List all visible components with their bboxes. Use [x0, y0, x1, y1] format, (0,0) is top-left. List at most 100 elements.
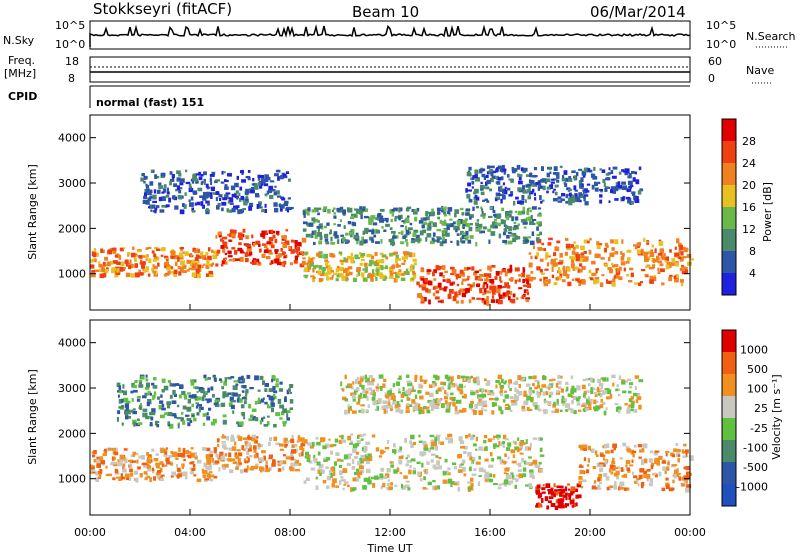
power-cell [337, 224, 341, 227]
velocity-cell [250, 436, 256, 442]
velocity-cell [516, 447, 520, 453]
velocity-cell [429, 434, 435, 438]
velocity-cell [681, 476, 686, 481]
power-cell [504, 225, 509, 229]
power-cell [273, 202, 278, 207]
power-cell [559, 253, 563, 258]
velocity-cell [386, 482, 390, 487]
power-cell [263, 245, 268, 249]
velocity-cell [341, 388, 345, 392]
velocity-cell [271, 375, 276, 380]
power-cell [559, 165, 563, 169]
velocity-cell [498, 441, 501, 446]
power-cell [392, 235, 397, 239]
velocity-cell [125, 406, 129, 411]
power-cell [228, 259, 233, 262]
power-cell [449, 218, 453, 221]
power-cell [210, 180, 213, 185]
velocity-cell [512, 474, 515, 480]
velocity-cell [213, 402, 217, 406]
power-cell [502, 164, 505, 169]
power-cell [471, 266, 475, 271]
velocity-cell [576, 402, 581, 406]
power-cell [184, 192, 187, 196]
power-cell [501, 207, 505, 211]
power-cell [514, 216, 519, 221]
velocity-cell [256, 436, 259, 439]
power-cell [620, 250, 623, 255]
velocity-cell [462, 466, 466, 472]
velocity-cell [593, 399, 597, 405]
velocity-cell [355, 379, 358, 385]
power-cell [552, 198, 558, 202]
power-cell [545, 280, 549, 282]
power-cell [537, 183, 542, 189]
velocity-cell [347, 484, 350, 488]
velocity-cell [590, 387, 593, 392]
power-cell [247, 170, 251, 173]
velocity-cell [579, 469, 585, 475]
power-cell [426, 227, 432, 231]
power-cell [608, 167, 611, 171]
velocity-cell [166, 461, 171, 465]
power-cell [679, 256, 684, 262]
velocity-cell [117, 463, 120, 467]
velocity-cell [578, 444, 583, 449]
power-cell [554, 246, 560, 252]
power-cell [551, 267, 554, 272]
velocity-cell [684, 449, 689, 454]
power-cell [622, 169, 627, 173]
power-cell [613, 275, 616, 279]
velocity-cell [605, 476, 610, 481]
velocity-cell [161, 407, 166, 411]
velocity-cell [184, 394, 188, 400]
velocity-cell [113, 457, 117, 460]
power-cell [221, 207, 224, 212]
velocity-cell [142, 412, 145, 418]
velocity-cell [468, 433, 471, 437]
velocity-cell [348, 408, 353, 411]
power-cell [226, 208, 229, 213]
power-cell [610, 186, 615, 190]
power-cell [419, 230, 424, 236]
power-cell [618, 171, 622, 175]
velocity-cell [347, 435, 351, 441]
velocity-cell [581, 479, 587, 483]
power-cell [215, 179, 220, 182]
power-cell [194, 257, 199, 262]
power-cell [491, 295, 495, 299]
power-cell [130, 252, 136, 258]
power-cell [128, 265, 132, 270]
velocity-cell [215, 453, 219, 458]
power-cell [335, 268, 339, 273]
velocity-cell [188, 394, 193, 398]
power-cell [149, 192, 152, 196]
velocity-cell [281, 466, 285, 471]
power-cell [196, 273, 201, 279]
velocity-cell [237, 395, 240, 399]
velocity-cell [259, 457, 264, 462]
velocity-cell [557, 498, 563, 503]
velocity-cell [108, 447, 112, 451]
power-cell [137, 250, 141, 253]
power-cell [485, 276, 489, 280]
velocity-cell [685, 453, 688, 458]
power-cell [398, 216, 401, 221]
velocity-cell [435, 434, 441, 437]
power-cell [251, 183, 255, 186]
power-cell [284, 200, 289, 204]
power-cell [329, 229, 332, 234]
power-cell [229, 197, 234, 202]
power-cell [584, 194, 589, 197]
velocity-cell [151, 382, 155, 386]
power-cell [437, 238, 440, 243]
velocity-cell [495, 380, 500, 384]
power-cell [651, 276, 657, 282]
velocity-cell [279, 381, 283, 385]
power-cell [264, 203, 267, 208]
power-cell [329, 277, 334, 280]
velocity-cell [576, 397, 580, 402]
power-cell [164, 261, 170, 265]
power-cell [589, 237, 592, 241]
power-cell [202, 196, 207, 201]
